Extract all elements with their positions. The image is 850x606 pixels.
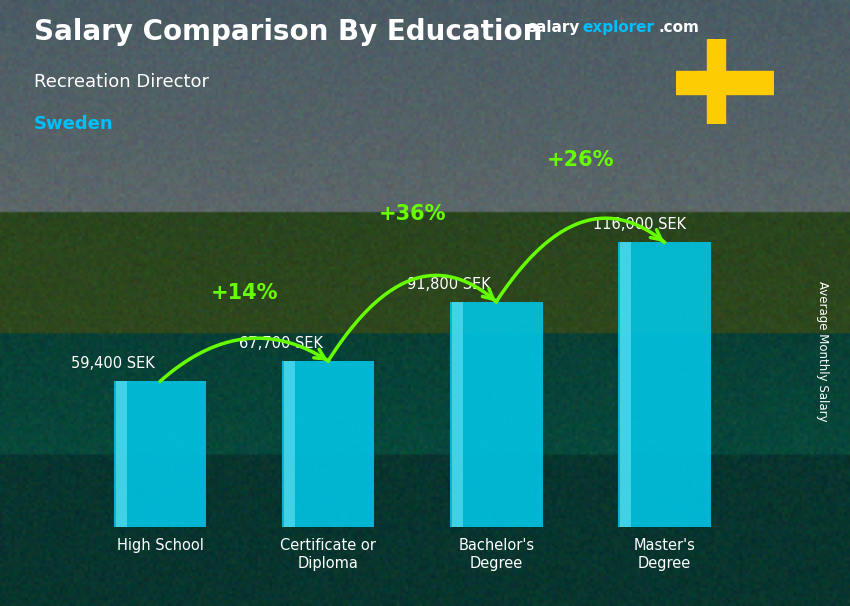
Text: Salary Comparison By Education: Salary Comparison By Education <box>34 18 542 46</box>
Text: Sweden: Sweden <box>34 115 114 133</box>
Text: 91,800 SEK: 91,800 SEK <box>407 277 491 292</box>
Text: 67,700 SEK: 67,700 SEK <box>239 336 323 351</box>
Text: Average Monthly Salary: Average Monthly Salary <box>816 281 829 422</box>
Text: +14%: +14% <box>211 283 278 303</box>
Text: +26%: +26% <box>547 150 614 170</box>
Polygon shape <box>238 230 578 412</box>
Text: salary: salary <box>527 20 580 35</box>
Bar <box>114 381 207 527</box>
Bar <box>116 381 127 527</box>
Text: .com: .com <box>659 20 700 35</box>
Text: +36%: +36% <box>378 204 446 224</box>
Bar <box>676 71 774 94</box>
Bar <box>282 361 375 527</box>
Bar <box>452 302 463 527</box>
Bar <box>450 302 542 527</box>
Text: Recreation Director: Recreation Director <box>34 73 209 91</box>
Bar <box>284 361 295 527</box>
Bar <box>618 242 711 527</box>
Text: explorer: explorer <box>582 20 654 35</box>
Bar <box>707 39 724 124</box>
Bar <box>620 242 631 527</box>
Text: 59,400 SEK: 59,400 SEK <box>71 356 155 371</box>
Text: 116,000 SEK: 116,000 SEK <box>592 218 686 233</box>
